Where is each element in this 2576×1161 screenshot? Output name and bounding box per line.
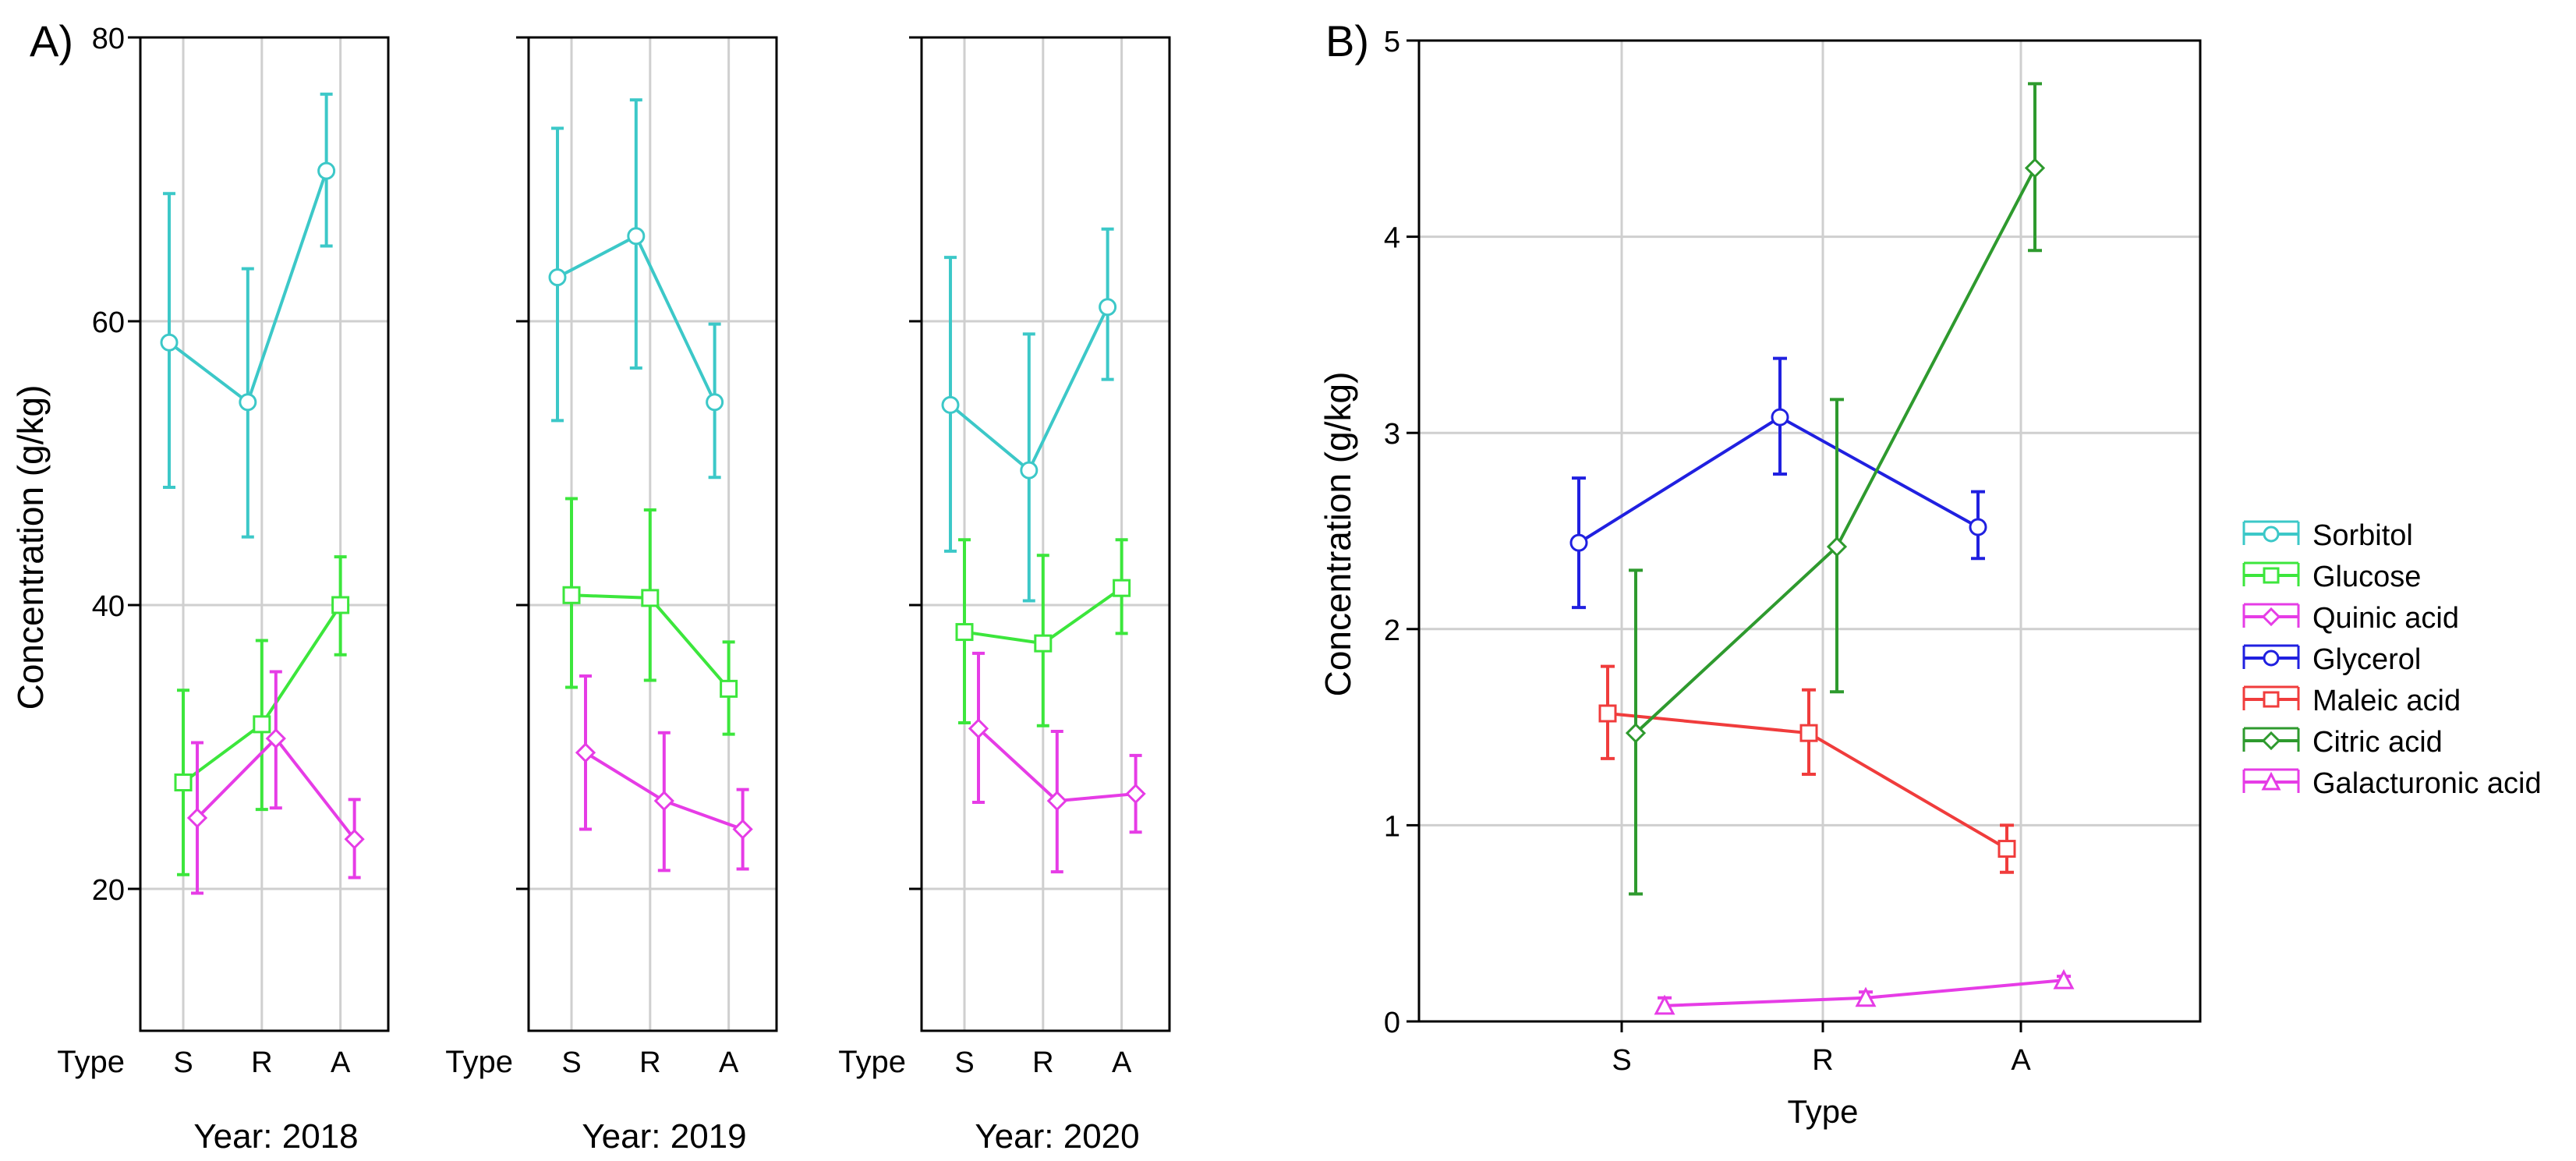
x-tick-label: A	[331, 1046, 351, 1079]
data-point	[2053, 968, 2075, 989]
legend-marker	[2263, 526, 2280, 543]
x-tick-label: R	[639, 1046, 660, 1079]
legend-label: Citric acid	[2312, 726, 2443, 759]
data-point	[706, 393, 724, 412]
data-point	[239, 393, 257, 412]
x-tick-label: A	[1112, 1046, 1132, 1079]
data-point	[641, 589, 660, 607]
data-point	[2024, 158, 2046, 179]
legend-label: Glycerol	[2312, 643, 2421, 676]
panel-b-label: B)	[1325, 16, 1369, 65]
x-tick-label: R	[1812, 1044, 1833, 1077]
data-point	[1034, 634, 1053, 653]
legend-marker	[2261, 771, 2281, 791]
data-point	[160, 333, 179, 352]
subplot-title: Year: 2018	[193, 1117, 358, 1156]
x-tick-label: R	[251, 1046, 272, 1079]
panel-b-frame	[1417, 39, 2202, 1023]
data-point	[1826, 536, 1848, 557]
panel-a: A) Concentration (g/kg) 20 40 60 80 Type S R A Y…	[10, 16, 1171, 1156]
data-point	[1569, 533, 1588, 552]
subplot-2019: Type S R A Year: 2019	[445, 36, 778, 1156]
y-tick-label: 5	[1384, 26, 1400, 58]
data-point	[941, 395, 960, 414]
data-point	[720, 679, 738, 698]
x-tick-label: S	[1612, 1044, 1631, 1077]
data-point	[955, 623, 974, 642]
data-point	[186, 807, 208, 829]
subplot-2020: Type S R A Year: 2020	[838, 36, 1171, 1156]
legend-marker	[2263, 650, 2280, 667]
data-point	[317, 161, 336, 180]
x-tick-label: A	[2011, 1044, 2031, 1077]
subplot-frame	[527, 36, 778, 1032]
data-point	[1969, 518, 1987, 536]
data-point	[1799, 724, 1818, 742]
y-tick-label: 3	[1384, 418, 1400, 451]
legend: Sorbitol Glucose Quinic acid Glycerol Maleic…	[2239, 509, 2571, 805]
legend-marker	[2263, 567, 2280, 584]
x-tick-label: S	[954, 1046, 974, 1079]
y-tick-label: 4	[1384, 222, 1400, 255]
data-point	[653, 791, 674, 812]
legend-label: Quinic acid	[2312, 602, 2459, 635]
x-axis-type-label: Type	[838, 1045, 906, 1079]
y-tick-label: 1	[1384, 810, 1400, 843]
data-point	[1020, 461, 1039, 480]
subplot-frame	[139, 36, 390, 1032]
data-point	[1046, 791, 1067, 812]
legend-label: Galacturonic acid	[2312, 767, 2542, 800]
legend-label: Glucose	[2312, 561, 2421, 593]
legend-label: Maleic acid	[2312, 685, 2461, 717]
x-tick-label: A	[719, 1046, 739, 1079]
panel-a-y-axis-label: Concentration (g/kg)	[10, 385, 51, 710]
legend-marker	[2261, 731, 2281, 751]
panel-b-y-axis-label: Concentration (g/kg)	[1318, 372, 1358, 697]
legend-marker	[2263, 691, 2280, 708]
data-point	[1997, 840, 2016, 858]
data-point	[1625, 723, 1647, 744]
data-point	[968, 718, 989, 739]
data-point	[562, 586, 581, 604]
data-point	[548, 268, 567, 287]
data-point	[1125, 783, 1146, 805]
subplot-frame	[920, 36, 1171, 1032]
data-point	[1113, 579, 1131, 597]
subplot-title: Year: 2020	[975, 1117, 1139, 1156]
data-point	[253, 715, 271, 734]
y-tick-label: 0	[1384, 1007, 1400, 1039]
data-point	[344, 829, 365, 850]
x-tick-label: S	[561, 1046, 581, 1079]
data-point	[627, 227, 646, 246]
legend-label: Sorbitol	[2312, 519, 2413, 552]
panel-b: B) Concentration (g/kg) Type 0 1 2 3 4 5 S R A	[1318, 16, 2202, 1130]
data-point	[1654, 994, 1675, 1015]
x-tick-label: R	[1032, 1046, 1053, 1079]
y-tick-label: 80	[92, 23, 125, 55]
subplot-2018: 20 40 60 80 Type S R A Year: 2018	[57, 23, 390, 1156]
y-tick-label: 60	[92, 306, 125, 339]
data-point	[1598, 704, 1617, 723]
data-point	[1855, 986, 1877, 1007]
subplot-title: Year: 2019	[582, 1117, 746, 1156]
data-point	[174, 773, 193, 791]
data-point	[1099, 298, 1117, 317]
data-point	[575, 742, 596, 763]
panel-a-label: A)	[30, 16, 73, 65]
data-point	[265, 727, 286, 749]
y-tick-label: 40	[92, 590, 125, 623]
y-tick-label: 20	[92, 874, 125, 907]
x-tick-label: S	[173, 1046, 193, 1079]
panel-b-x-axis-label: Type	[1787, 1093, 1858, 1130]
legend-marker	[2261, 607, 2281, 627]
x-axis-type-label: Type	[57, 1045, 125, 1079]
data-point	[331, 596, 350, 614]
data-point	[1771, 408, 1789, 427]
x-axis-type-label: Type	[445, 1045, 513, 1079]
y-tick-label: 2	[1384, 614, 1400, 647]
panel-b-plot: 0 1 2 3 4 5 S R A	[1384, 26, 2202, 1077]
data-point	[732, 819, 753, 840]
